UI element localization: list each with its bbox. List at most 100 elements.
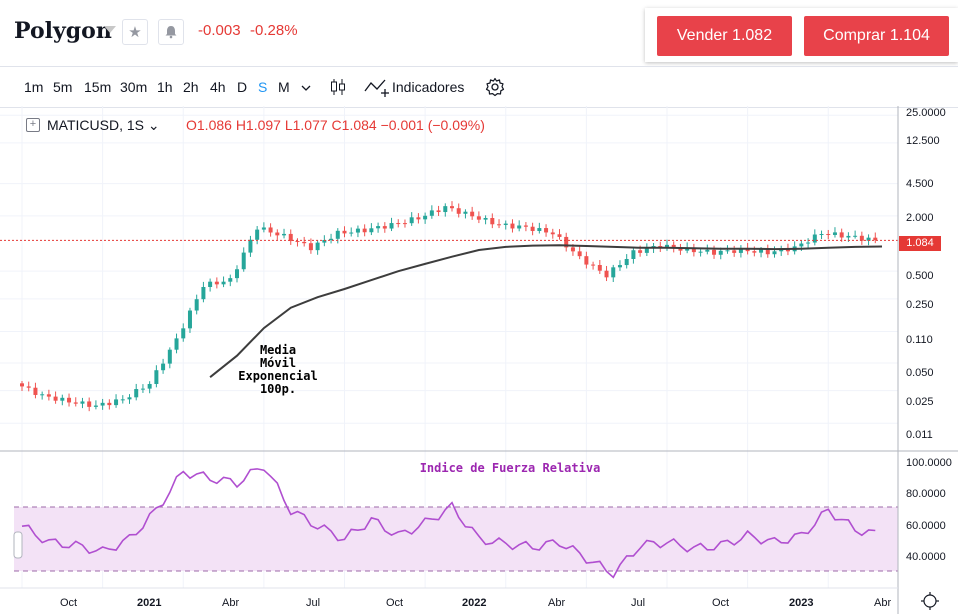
- indicators-icon[interactable]: [364, 77, 390, 99]
- candle-body: [349, 232, 354, 234]
- candle-body: [308, 243, 313, 251]
- candle-body: [241, 252, 246, 270]
- candle-body: [80, 401, 85, 404]
- expand-legend-icon[interactable]: +: [26, 118, 40, 132]
- candle-body: [355, 228, 360, 233]
- candle-body: [369, 228, 374, 233]
- time-tick: Oct: [712, 597, 730, 609]
- timeframe-1m[interactable]: 1m: [24, 79, 44, 95]
- candle-body: [87, 401, 92, 407]
- price-tick: 4.500: [906, 178, 934, 190]
- candle-body: [799, 243, 804, 247]
- candle-body: [396, 223, 401, 225]
- candle-body: [409, 217, 414, 224]
- price-tick: 12.500: [906, 135, 940, 147]
- candle-body: [268, 227, 273, 233]
- candle-body: [376, 226, 381, 229]
- candle-body: [389, 223, 394, 229]
- rsi-tick: 100.0000: [906, 457, 952, 469]
- timeframe-m[interactable]: M: [278, 79, 290, 95]
- candle-body: [497, 224, 502, 226]
- star-icon[interactable]: ★: [122, 19, 148, 45]
- timeframe-15m[interactable]: 15m: [84, 79, 112, 95]
- candle-body: [631, 250, 636, 259]
- chevron-down-icon[interactable]: [104, 26, 116, 33]
- bell-icon[interactable]: [158, 19, 184, 45]
- candle-body: [26, 386, 31, 388]
- candle-body: [826, 233, 831, 235]
- candle-body: [550, 232, 555, 235]
- candle-body: [275, 232, 280, 236]
- candle-body: [154, 370, 159, 384]
- candle-body: [302, 241, 307, 244]
- candle-body: [685, 247, 690, 251]
- candle-body: [873, 237, 878, 241]
- candlestick-icon[interactable]: [328, 77, 348, 97]
- time-tick: Abr: [548, 597, 566, 609]
- candle-body: [853, 235, 858, 237]
- candle-body: [33, 387, 38, 395]
- candle-body: [678, 247, 683, 251]
- candle-body: [839, 232, 844, 238]
- candle-body: [712, 249, 717, 255]
- price-tick: 0.250: [906, 299, 934, 311]
- candle-body: [557, 234, 562, 237]
- candle-body: [859, 235, 864, 241]
- candle-body: [644, 248, 649, 253]
- gear-icon[interactable]: [485, 77, 505, 97]
- rsi-annotation: Indice de Fuerza Relativa: [419, 461, 601, 475]
- sell-button[interactable]: Vender 1.082: [657, 16, 792, 56]
- buy-button[interactable]: Comprar 1.104: [804, 16, 949, 56]
- candle-body: [436, 210, 441, 213]
- candle-body: [114, 399, 119, 406]
- rsi-tick: 60.0000: [906, 520, 946, 532]
- candle-body: [107, 402, 112, 406]
- candle-body: [604, 270, 609, 278]
- timeframe-30m[interactable]: 30m: [120, 79, 148, 95]
- candle-body: [187, 310, 192, 329]
- candle-body: [429, 210, 434, 216]
- rsi-band: [14, 506, 898, 572]
- candle-body: [537, 228, 542, 231]
- candle-body: [523, 225, 528, 227]
- candle-body: [127, 397, 132, 400]
- candlestick-series: [20, 201, 878, 412]
- timeframe-s[interactable]: S: [258, 79, 268, 95]
- candle-body: [402, 223, 407, 225]
- price-tick: 0.110: [906, 334, 933, 346]
- timeframe-2h[interactable]: 2h: [183, 79, 199, 95]
- candle-body: [725, 250, 730, 252]
- candle-body: [470, 211, 475, 217]
- timeframe-d[interactable]: D: [237, 79, 248, 95]
- candle-body: [73, 402, 78, 404]
- rsi-scroll-handle: [13, 531, 23, 559]
- candle-body: [120, 399, 125, 401]
- candle-body: [147, 383, 152, 389]
- candle-body: [288, 233, 293, 242]
- candle-body: [161, 363, 166, 371]
- time-tick: 2023: [789, 597, 814, 609]
- candle-body: [570, 247, 575, 252]
- candle-body: [134, 389, 139, 398]
- time-tick: Jul: [631, 597, 646, 609]
- chart-toolbar: 1m 5m 15m 30m 1h 2h 4h D S M Indicadores: [0, 66, 958, 108]
- candle-body: [846, 235, 851, 238]
- timeframe-4h[interactable]: 4h: [210, 79, 226, 95]
- candle-body: [698, 251, 703, 253]
- price-tick: 25.0000: [906, 107, 946, 119]
- time-tick: Jul: [306, 597, 321, 609]
- candle-body: [100, 402, 105, 406]
- candle-body: [295, 241, 300, 243]
- candle-body: [476, 216, 481, 220]
- indicators-button[interactable]: Indicadores: [392, 79, 465, 95]
- candle-body: [362, 228, 367, 233]
- timeframe-5m[interactable]: 5m: [53, 79, 73, 95]
- candle-body: [691, 247, 696, 253]
- candle-body: [235, 269, 239, 279]
- price-chart[interactable]: [0, 106, 958, 614]
- candle-body: [342, 230, 347, 234]
- symbol-label[interactable]: MATICUSD, 1S ⌄: [47, 117, 160, 133]
- candle-body: [611, 267, 616, 278]
- timeframe-1h[interactable]: 1h: [157, 79, 173, 95]
- chevron-down-icon[interactable]: [300, 83, 312, 93]
